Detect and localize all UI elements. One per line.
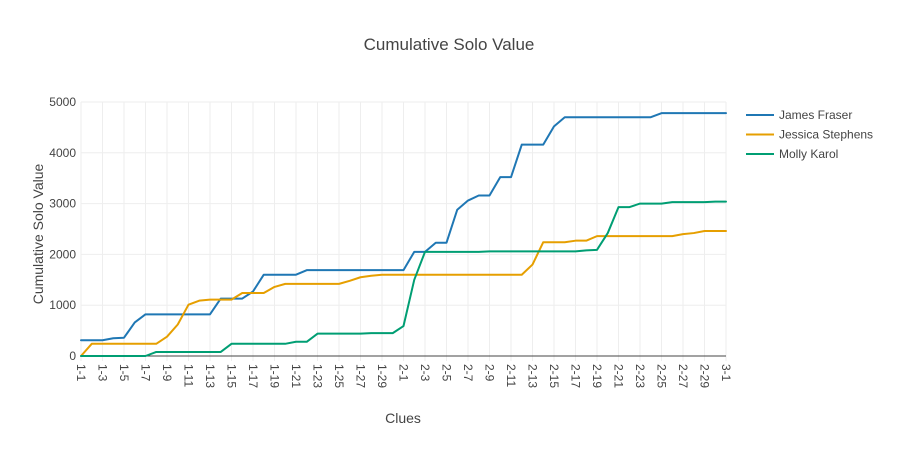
x-tick-label: 1-5 bbox=[117, 364, 131, 382]
x-tick-label: 1-7 bbox=[139, 364, 153, 382]
y-axis-label: Cumulative Solo Value bbox=[30, 163, 46, 304]
series-line-3 bbox=[80, 200, 727, 357]
x-tick-label: 1-23 bbox=[311, 364, 325, 388]
y-tick-label: 3000 bbox=[49, 197, 76, 211]
x-tick-label: 1-13 bbox=[203, 364, 217, 388]
x-tick-label: 2-19 bbox=[590, 364, 604, 388]
x-tick-label: 2-1 bbox=[397, 364, 411, 382]
x-tick-label: 3-1 bbox=[719, 364, 733, 382]
x-tick-label: 2-25 bbox=[655, 364, 669, 388]
x-tick-label: 2-15 bbox=[547, 364, 561, 388]
x-tick-label: 1-17 bbox=[246, 364, 260, 388]
y-tick-label: 0 bbox=[69, 349, 76, 363]
x-tick-label: 2-29 bbox=[698, 364, 712, 388]
x-tick-label: 1-25 bbox=[332, 364, 346, 388]
series-line-2 bbox=[80, 230, 727, 357]
x-axis-ticks: 1-1 1-3 1-5 1-7 1-9 1-11 1-13 1-15 1-17 1-19 1-21 1… bbox=[74, 364, 733, 388]
x-tick-label: 1-1 bbox=[74, 364, 88, 382]
x-tick-label: 1-3 bbox=[96, 364, 110, 382]
x-tick-label: 2-3 bbox=[418, 364, 432, 382]
y-tick-label: 4000 bbox=[49, 146, 76, 160]
series-layer bbox=[80, 112, 727, 357]
x-tick-label: 2-17 bbox=[569, 364, 583, 388]
y-tick-label: 2000 bbox=[49, 247, 76, 261]
x-tick-label: 1-21 bbox=[289, 364, 303, 388]
x-tick-label: 1-15 bbox=[225, 364, 239, 388]
x-tick-label: 2-9 bbox=[483, 364, 497, 382]
x-tick-label: 1-9 bbox=[160, 364, 174, 382]
grid-layer bbox=[80, 101, 727, 361]
x-tick-label: 2-21 bbox=[612, 364, 626, 388]
x-tick-label: 2-27 bbox=[676, 364, 690, 388]
x-tick-label: 2-11 bbox=[504, 364, 518, 387]
x-tick-label: 2-7 bbox=[461, 364, 475, 382]
legend-label: Jessica Stephens bbox=[779, 128, 873, 142]
x-tick-label: 2-23 bbox=[633, 364, 647, 388]
x-tick-label: 1-27 bbox=[354, 364, 368, 388]
x-tick-label: 2-13 bbox=[526, 364, 540, 388]
x-tick-label: 1-29 bbox=[375, 364, 389, 388]
x-tick-label: 2-5 bbox=[440, 364, 454, 382]
chart-title: Cumulative Solo Value bbox=[364, 35, 535, 54]
legend-label: Molly Karol bbox=[779, 147, 838, 161]
y-axis-ticks: 0 1000 2000 3000 4000 5000 bbox=[49, 95, 76, 363]
legend-label: James Fraser bbox=[779, 108, 852, 122]
series-line-1 bbox=[80, 112, 727, 342]
x-tick-label: 1-11 bbox=[182, 364, 196, 387]
x-axis-label: Clues bbox=[385, 410, 421, 426]
y-tick-label: 1000 bbox=[49, 298, 76, 312]
y-tick-label: 5000 bbox=[49, 95, 76, 109]
x-tick-label: 1-19 bbox=[268, 364, 282, 388]
legend: James Fraser Jessica Stephens Molly Karol bbox=[746, 108, 873, 161]
